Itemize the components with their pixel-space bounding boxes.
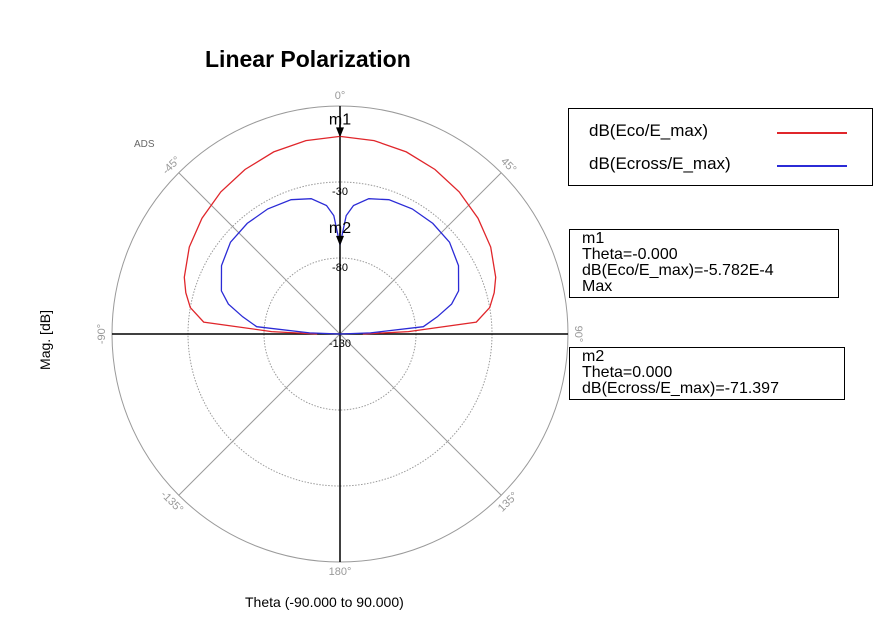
angle-label: 90° [572, 326, 584, 343]
ads-watermark: ADS [134, 139, 155, 150]
marker-arrowhead [336, 235, 344, 246]
y-axis-label: Mag. [dB] [37, 310, 53, 370]
m2-readout-line: Theta=0.000 [582, 364, 673, 381]
x-axis-label: Theta (-90.000 to 90.000) [245, 594, 404, 610]
radial-tick-label: -130 [329, 338, 351, 350]
angle-label: 0° [335, 90, 346, 102]
legend-label-ecross: dB(Ecross/E_max) [589, 154, 731, 173]
legend: dB(Eco/E_max) dB(Ecross/E_max) [568, 108, 873, 186]
marker-arrowhead [336, 127, 344, 138]
angle-label: 180° [329, 566, 352, 578]
radial-tick-label: -30 [332, 186, 348, 198]
chart-title: Linear Polarization [205, 46, 411, 72]
marker-readout-m1: m1 Theta=-0.000 dB(Eco/E_max)=-5.782E-4 … [569, 229, 839, 298]
marker-label-m2: m2 [329, 220, 351, 237]
m1-readout-line: m1 [582, 230, 605, 247]
legend-label-eco: dB(Eco/E_max) [589, 121, 709, 140]
marker-arrows [336, 124, 344, 246]
legend-entry-eco: dB(Eco/E_max) [569, 117, 872, 147]
radial-tick-label: -80 [332, 262, 348, 274]
legend-line-ecross [777, 165, 847, 167]
m2-readout-line: m2 [582, 348, 605, 365]
legend-entry-ecross: dB(Ecross/E_max) [569, 150, 872, 180]
angle-label: -90° [96, 324, 108, 344]
m1-readout-line: Theta=-0.000 [582, 246, 678, 263]
m1-readout-line: Max [582, 278, 613, 295]
legend-line-eco [777, 132, 847, 134]
m1-readout-line: dB(Eco/E_max)=-5.782E-4 [582, 262, 774, 279]
marker-label-m1: m1 [329, 111, 351, 128]
marker-readout-m2: m2 Theta=0.000 dB(Ecross/E_max)=-71.397 [569, 347, 845, 400]
m2-readout-line: dB(Ecross/E_max)=-71.397 [582, 380, 779, 397]
